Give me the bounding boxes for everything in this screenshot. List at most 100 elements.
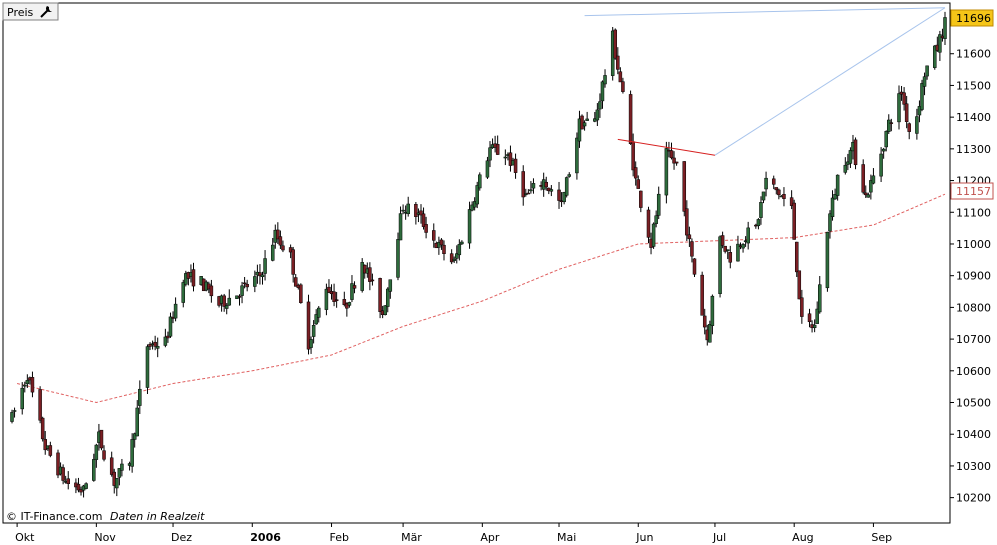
candle-body [728,252,733,263]
candle-body [30,377,35,393]
candle-body [879,153,883,177]
candle-body [853,139,858,166]
candle-body [904,103,909,123]
plot-area [2,2,951,524]
candle-body [777,189,781,196]
candle-body [48,445,53,456]
candle-body [828,213,832,232]
x-tick-label: Mai [557,531,576,544]
candle-body [117,468,122,478]
candle-body [102,450,106,460]
y-tick-label: 10800 [956,301,991,314]
candle-body [723,245,727,252]
x-axis: Okt Nov Dez 2006 Feb Mär Apr Mai Jun Jul Aug Sep [15,523,892,544]
candle-body [99,429,104,449]
candle-body [25,380,30,385]
y-tick-label: 10400 [956,428,991,441]
candle-body [352,285,357,289]
candle-body [115,477,119,489]
candle-body [383,305,387,315]
candle-body [370,279,375,282]
y-tick-label: 10200 [956,492,991,505]
candle-body [253,276,257,287]
candle-body [184,273,188,285]
candle-body [419,210,423,216]
candle-body [168,316,173,337]
candle-body [457,244,462,256]
blue-trendline[interactable] [584,7,946,17]
candle-body [452,258,456,261]
candle-body [396,239,400,278]
candle-body [782,194,786,199]
y-tick-label: 10500 [956,397,991,410]
candle-body [585,118,589,121]
candle-body [618,71,623,83]
candle-body [797,270,802,300]
candle-body [472,201,477,208]
candle-body [424,224,428,233]
last-price-tag: 11696 [950,9,994,27]
candle-body [485,160,490,178]
candle-body [887,119,891,132]
series-selector[interactable]: Preis [2,2,59,21]
red-trendline[interactable] [617,138,716,156]
candle-body [455,253,459,259]
candle-body [94,444,99,460]
candle-body [616,55,620,70]
candle-body [130,439,134,467]
blue-trendline[interactable] [714,7,946,156]
candle-body [439,239,444,246]
candle-body [549,189,554,192]
candle-body [764,177,768,190]
candle-body [654,215,658,224]
realtime-note: Daten in Realzeit [110,510,205,523]
y-tick-label: 11500 [956,79,991,92]
wrench-icon[interactable] [40,6,52,18]
candle-body [789,197,794,206]
candle-body [897,93,901,123]
candle-body [915,116,919,134]
candle-body [120,463,124,471]
x-tick-label: Feb [330,531,349,544]
candle-body [360,262,364,291]
y-tick-label: 10300 [956,460,991,473]
candle-body [902,92,906,105]
candle-body [309,339,313,348]
y-tick-label: 11400 [956,111,991,124]
candle-body [656,193,661,216]
candle-body [227,297,232,306]
candle-body [943,17,947,39]
candle-body [314,314,318,325]
candle-body [639,190,643,208]
candle-body [736,243,740,262]
candle-body [922,76,927,87]
candle-body [281,245,285,251]
y-axis: 10200 10300 10400 10500 10600 10700 10800 10900… [950,48,991,505]
candle-body [350,283,354,300]
candle-body [651,223,656,247]
candle-body [761,191,766,201]
candle-body [613,29,618,59]
candle-body [475,185,479,205]
candle-body [155,346,160,349]
candle-body [332,291,336,302]
candle-body [138,388,142,406]
moving-average-value: 11157 [956,185,991,198]
x-tick-label: Jun [635,531,653,544]
candle-body [222,295,226,307]
candle-body [544,181,548,188]
candle-body [564,177,569,196]
candle-body [38,389,42,421]
candle-body [488,147,492,161]
y-tick-label: 11100 [956,206,991,219]
candle-body [869,180,873,193]
candle-body [10,412,14,422]
candle-body [56,452,60,476]
candle-body [825,231,830,289]
candle-body [148,343,152,347]
candle-body [881,148,886,152]
candle-body [478,174,482,189]
candle-body [242,282,247,285]
candle-body [664,148,669,196]
